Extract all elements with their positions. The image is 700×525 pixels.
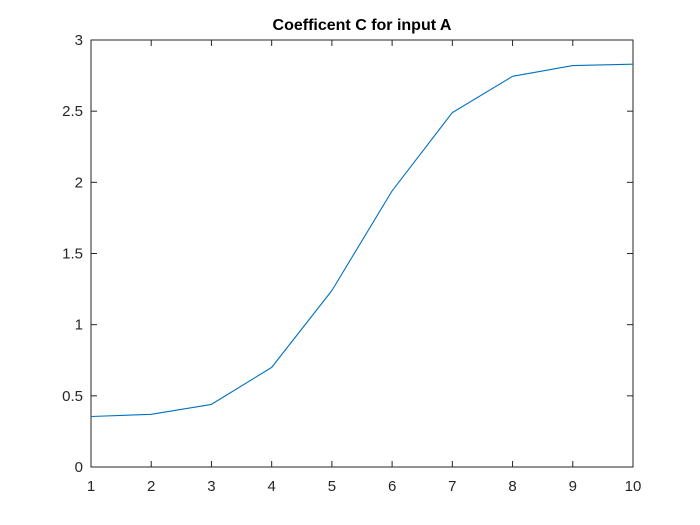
y-tick-label: 2.5 (62, 103, 83, 120)
axes-box (90, 39, 634, 468)
x-tick-label: 4 (267, 478, 275, 495)
y-tick-label: 1.5 (62, 246, 83, 263)
x-tick-label: 2 (147, 478, 155, 495)
x-tick-label: 6 (388, 478, 396, 495)
x-tick-label: 7 (448, 478, 456, 495)
x-tick-label: 3 (207, 478, 215, 495)
y-tick-label: 0 (75, 459, 83, 476)
x-tick-label: 10 (625, 478, 642, 495)
x-tick-label: 8 (508, 478, 516, 495)
y-tick-label: 3 (75, 32, 83, 49)
chart-title: Coefficent C for input A (273, 17, 452, 34)
x-tick-label: 5 (328, 478, 336, 495)
series-line (90, 63, 634, 418)
y-tick-label: 1 (75, 317, 83, 334)
y-tick-label: 0.5 (62, 388, 83, 405)
x-tick-label: 9 (569, 478, 577, 495)
y-tick-label: 2 (75, 174, 83, 191)
plot-area-background (91, 40, 633, 467)
plot-marks: 1 2 3 4 5 6 7 8 9 10 0 0.5 1 1.5 2 2.5 3 (62, 32, 641, 495)
x-tick-label: 1 (87, 478, 95, 495)
